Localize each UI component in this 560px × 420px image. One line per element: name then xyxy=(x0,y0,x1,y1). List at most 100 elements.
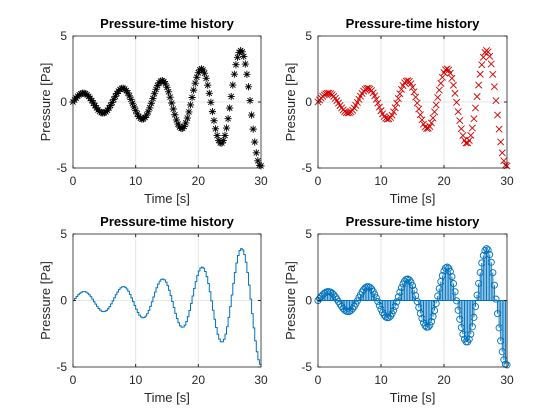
stem-marker xyxy=(421,322,429,330)
data-point xyxy=(191,79,199,87)
data-point xyxy=(371,92,379,100)
data-point xyxy=(478,61,486,69)
data-point xyxy=(451,89,459,97)
x-tick-label: 10 xyxy=(374,373,388,387)
stem-marker xyxy=(492,295,500,303)
x-axis-label: Time [s] xyxy=(144,191,190,206)
data-point xyxy=(169,105,177,113)
data-point xyxy=(484,48,492,56)
stem-marker xyxy=(471,303,480,311)
x-tick-label: 20 xyxy=(437,174,451,188)
data-point xyxy=(454,108,462,116)
data-point xyxy=(183,114,191,122)
data-point xyxy=(125,92,133,100)
data-point xyxy=(218,139,226,147)
stem-marker xyxy=(426,321,434,329)
data-point xyxy=(475,81,483,89)
data-point xyxy=(465,136,473,145)
x-tick-label: 0 xyxy=(70,174,77,188)
data-point xyxy=(408,83,417,91)
data-point xyxy=(201,69,209,77)
data-point xyxy=(190,86,198,94)
data-point xyxy=(486,52,494,60)
data-point xyxy=(136,114,144,122)
data-point xyxy=(412,93,420,101)
data-point xyxy=(150,90,159,98)
data-point xyxy=(498,149,506,157)
data-point xyxy=(193,73,201,81)
stem-marker xyxy=(468,323,476,331)
data-point xyxy=(396,90,404,98)
data-point xyxy=(431,108,439,116)
data-point xyxy=(128,99,137,107)
data-point xyxy=(391,104,399,112)
data-point xyxy=(185,108,193,116)
stem-marker xyxy=(476,268,484,277)
data-point xyxy=(252,149,260,157)
data-point xyxy=(215,136,223,144)
data-point xyxy=(207,98,215,106)
stem-marker xyxy=(438,272,446,280)
data-point xyxy=(243,70,251,78)
data-point xyxy=(500,157,508,165)
data-point xyxy=(227,92,235,101)
data-point xyxy=(453,98,461,106)
stem-marker xyxy=(465,335,473,343)
data-point xyxy=(497,138,505,146)
data-point xyxy=(147,99,155,107)
data-series xyxy=(314,47,511,170)
x-tick-label: 10 xyxy=(129,174,143,188)
stem-marker xyxy=(349,305,357,313)
y-tick-label: 0 xyxy=(60,95,67,109)
stem-marker xyxy=(467,330,475,338)
stem-marker xyxy=(377,305,385,313)
data-point xyxy=(174,120,182,128)
y-axis-label: Pressure [Pa] xyxy=(283,63,298,142)
data-point xyxy=(149,94,157,103)
x-axis-label: Time [s] xyxy=(390,191,436,206)
data-point xyxy=(229,81,237,89)
y-tick-label: -5 xyxy=(56,360,67,374)
data-point xyxy=(224,115,232,123)
data-point xyxy=(130,103,138,111)
data-point xyxy=(154,82,162,90)
data-point xyxy=(160,77,168,86)
data-point xyxy=(205,89,213,97)
y-tick-label: 0 xyxy=(60,294,67,308)
data-point xyxy=(479,53,487,61)
stem-marker xyxy=(495,324,503,332)
stem-marker xyxy=(418,314,426,323)
chart-title: Pressure-time history xyxy=(100,214,234,229)
stem-marker xyxy=(470,313,478,321)
data-point xyxy=(446,69,454,77)
x-tick-label: 20 xyxy=(192,373,206,387)
stem-marker xyxy=(388,310,396,318)
data-point xyxy=(86,94,94,102)
data-point xyxy=(186,101,195,109)
data-point xyxy=(219,136,227,145)
stem-marker xyxy=(408,282,417,290)
y-tick-label: -5 xyxy=(301,360,312,374)
data-point xyxy=(119,84,127,92)
data-point xyxy=(457,125,465,133)
y-tick-label: -5 xyxy=(301,161,312,175)
data-point xyxy=(240,52,248,61)
stem-marker xyxy=(475,279,483,287)
stem-marker xyxy=(427,318,435,326)
x-tick-label: 30 xyxy=(254,373,268,387)
data-point xyxy=(456,117,464,125)
data-point xyxy=(210,117,218,125)
data-point xyxy=(230,70,238,78)
data-point xyxy=(476,70,484,78)
data-point xyxy=(108,98,116,107)
stem-marker xyxy=(393,298,401,306)
data-point xyxy=(429,114,437,122)
data-point xyxy=(158,77,166,85)
data-point xyxy=(194,69,202,77)
stem-marker xyxy=(449,279,458,288)
data-point xyxy=(490,83,498,91)
data-point xyxy=(410,88,418,96)
